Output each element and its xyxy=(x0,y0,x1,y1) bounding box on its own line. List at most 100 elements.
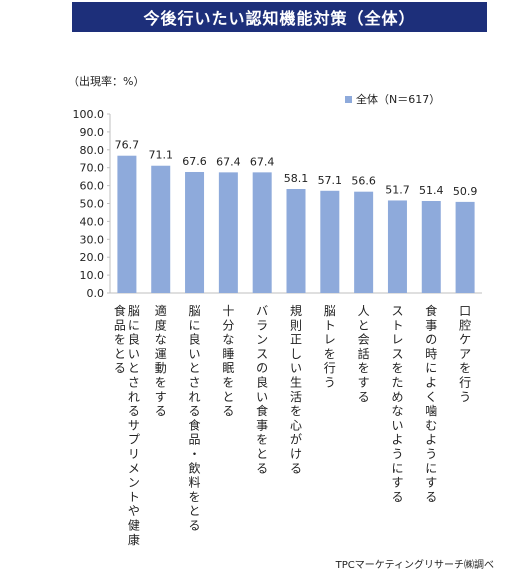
data-label: 51.7 xyxy=(385,183,410,196)
x-tick-char: と xyxy=(256,447,268,461)
data-label: 67.4 xyxy=(250,155,275,168)
x-tick-char: を xyxy=(459,361,471,375)
x-tick-char: サ xyxy=(128,418,140,432)
x-tick-char: ト xyxy=(391,318,403,332)
x-tick-char: す xyxy=(155,390,167,404)
data-label: 51.4 xyxy=(419,184,444,197)
x-tick-char: に xyxy=(391,461,403,475)
bar xyxy=(117,155,137,293)
x-tick-char: 料 xyxy=(189,476,201,490)
x-tick-char: る xyxy=(358,390,370,404)
x-tick-char: 良 xyxy=(256,375,268,390)
x-tick-char: 脳 xyxy=(189,304,201,318)
x-tick-char: 良 xyxy=(189,332,201,347)
x-tick-char: レ xyxy=(324,333,336,347)
x-tick-char: を xyxy=(358,361,370,375)
x-tick-char: 運 xyxy=(155,347,167,361)
data-label: 76.7 xyxy=(115,139,140,152)
x-tick-char: 度 xyxy=(155,317,167,332)
bar xyxy=(151,165,171,293)
y-tick-label: 20.0 xyxy=(80,251,105,264)
x-tick-char: る xyxy=(290,461,302,475)
x-tick-char: れ xyxy=(189,390,201,404)
x-tick-char: い xyxy=(290,361,302,375)
x-tick-char: い xyxy=(189,347,201,361)
x-tick-char: と xyxy=(128,361,140,375)
legend-label: 全体（N＝617） xyxy=(356,93,441,106)
bar xyxy=(455,201,475,293)
data-label: 67.4 xyxy=(216,155,241,168)
bar xyxy=(354,191,374,293)
data-label: 58.1 xyxy=(284,172,309,185)
x-tick-char: ス xyxy=(391,304,403,318)
x-tick-char: 眠 xyxy=(222,361,234,375)
y-tick-label: 30.0 xyxy=(80,233,105,246)
data-label: 56.6 xyxy=(351,175,376,188)
x-tick-char: ト xyxy=(324,318,336,332)
x-tick-char: 食 xyxy=(425,303,437,318)
bar xyxy=(387,200,407,293)
y-tick-label: 80.0 xyxy=(80,144,105,157)
x-tick-char: プ xyxy=(128,433,140,447)
x-tick-char: と xyxy=(189,504,201,518)
x-tick-char: す xyxy=(391,476,403,490)
x-tick-char: 十 xyxy=(222,304,234,318)
x-tick-char: 心 xyxy=(290,418,302,432)
y-tick-label: 100.0 xyxy=(73,108,105,121)
x-tick-char: う xyxy=(459,390,471,404)
x-tick-char: す xyxy=(425,476,437,490)
x-tick-char: に xyxy=(425,461,437,475)
x-tick-char: 口 xyxy=(459,304,471,318)
legend: 全体（N＝617） xyxy=(345,91,440,107)
chart-title: 今後行いたい認知機能対策（全体） xyxy=(143,9,416,28)
x-tick-char: を xyxy=(114,333,126,347)
x-tick-char: い xyxy=(391,418,403,432)
x-tick-char: め xyxy=(391,390,403,404)
x-tick-char: を xyxy=(189,490,201,504)
x-tick-char: に xyxy=(425,361,437,375)
x-tick-char: る xyxy=(189,404,201,418)
x-tick-char: 行 xyxy=(459,376,471,390)
source-note: TPCマーケティングリサーチ㈱調べ xyxy=(335,560,494,571)
x-tick-char: 時 xyxy=(425,347,437,361)
x-tick-char: を xyxy=(324,347,336,361)
x-tick-char: ン xyxy=(128,476,140,490)
x-tick-char: よ xyxy=(391,433,403,447)
x-tick-char: よ xyxy=(425,433,437,447)
x-tick-char: を xyxy=(391,361,403,375)
bar xyxy=(421,200,441,293)
x-tick-char: る xyxy=(391,490,403,504)
x-tick-char: よ xyxy=(425,376,437,390)
x-tick-char: 活 xyxy=(290,390,302,404)
x-tick-char: 生 xyxy=(290,376,302,390)
x-tick-char: を xyxy=(290,404,302,418)
x-tick-char: レ xyxy=(391,333,403,347)
x-tick-char: 話 xyxy=(358,346,370,361)
bar xyxy=(320,190,340,293)
x-tick-char: を xyxy=(155,376,167,390)
x-tick-char: 脳 xyxy=(324,304,336,318)
x-tick-char: 良 xyxy=(128,332,140,347)
x-tick-char: の xyxy=(256,361,268,375)
title-bar: 今後行いたい認知機能対策（全体） xyxy=(72,2,487,32)
bar xyxy=(185,171,205,293)
y-tick-label: 90.0 xyxy=(80,126,105,139)
x-tick-char: ・ xyxy=(189,447,201,461)
x-tick-char: く xyxy=(425,390,437,404)
x-tick-char: う xyxy=(324,376,336,390)
x-tick-char: し xyxy=(290,347,302,361)
x-tick-char: 行 xyxy=(324,361,336,375)
x-tick-char: い xyxy=(256,390,268,404)
x-tick-char: む xyxy=(425,418,437,432)
data-label: 50.9 xyxy=(453,185,478,198)
x-tick-char: 会 xyxy=(358,333,370,347)
x-tick-char: の xyxy=(425,333,437,347)
